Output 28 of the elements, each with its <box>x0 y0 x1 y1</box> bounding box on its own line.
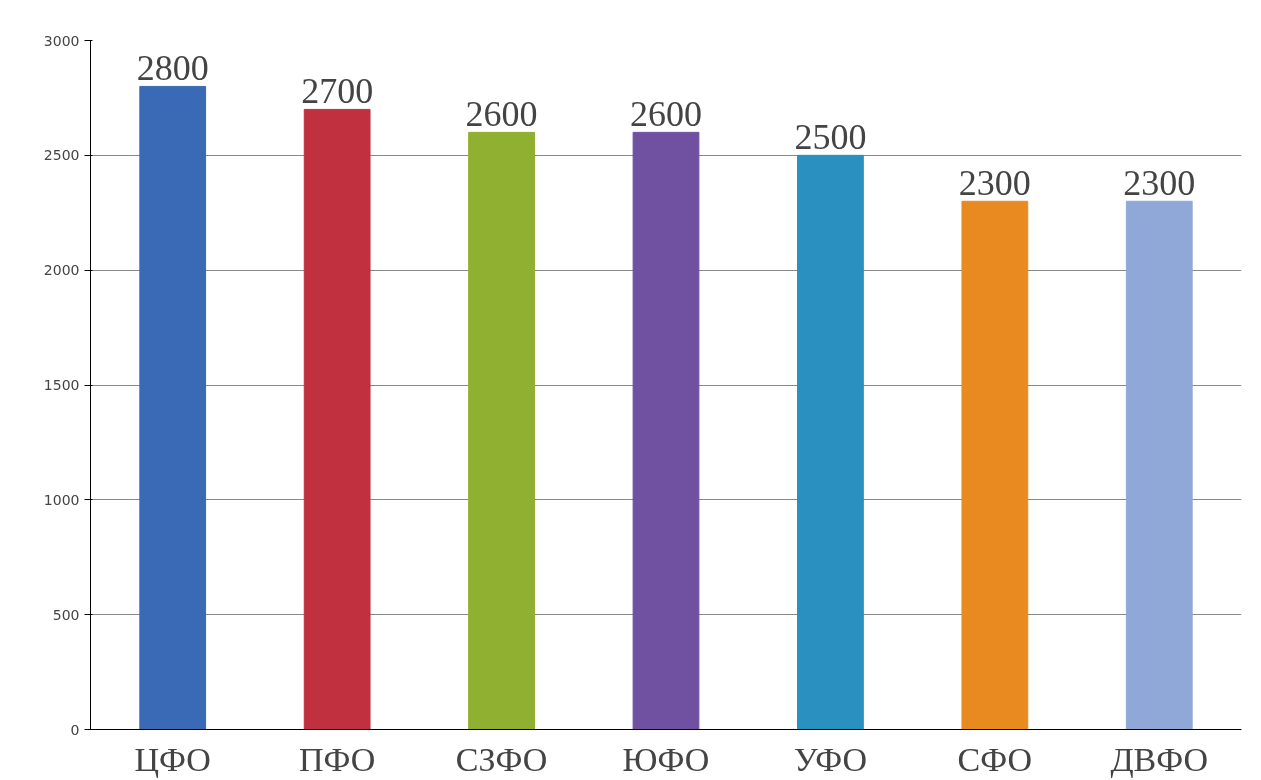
data-label: 2600 <box>630 94 702 135</box>
x-tick-label: СФО <box>957 740 1033 778</box>
y-tick-label: 2000 <box>43 262 80 279</box>
data-label: 2300 <box>1123 163 1196 204</box>
bar <box>632 131 700 730</box>
x-tick-label: УФО <box>793 740 868 778</box>
x-tick-label: СЗФО <box>455 740 548 778</box>
bar <box>961 200 1029 730</box>
x-tick-label: ЦФО <box>134 740 211 778</box>
y-tick-label: 500 <box>52 606 80 623</box>
y-tick-label: 3000 <box>43 32 80 49</box>
bar <box>468 131 535 730</box>
x-tick-label: ЮФО <box>622 740 710 778</box>
x-tick-label: ПФО <box>298 740 376 778</box>
y-tick-label: 1000 <box>43 491 80 508</box>
data-label: 2600 <box>465 94 538 135</box>
bar <box>139 85 207 730</box>
y-tick-label: 1500 <box>43 377 80 393</box>
y-tick-label: 0 <box>70 721 80 738</box>
data-label: 2700 <box>301 71 374 112</box>
data-label: 2800 <box>136 48 209 89</box>
bar <box>797 154 864 730</box>
data-label: 2500 <box>794 117 867 158</box>
x-tick-label: ДВФО <box>1110 740 1209 778</box>
bar <box>303 108 371 730</box>
y-tick-label: 2500 <box>43 147 80 164</box>
bar <box>1125 200 1193 730</box>
data-label: 2300 <box>958 163 1031 204</box>
